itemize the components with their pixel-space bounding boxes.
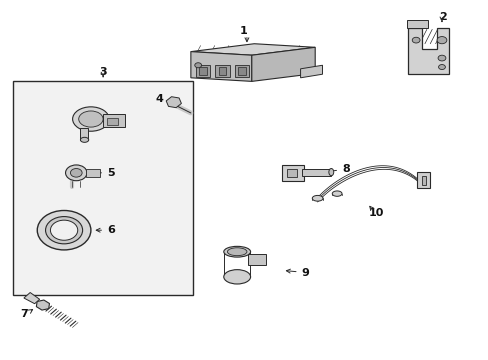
Bar [199, 67, 206, 75]
Ellipse shape [328, 168, 333, 176]
Text: 8: 8 [325, 164, 349, 174]
Circle shape [70, 168, 82, 177]
Circle shape [438, 64, 445, 69]
Text: 9: 9 [286, 267, 309, 278]
Circle shape [194, 63, 201, 68]
Circle shape [50, 220, 78, 240]
Ellipse shape [79, 111, 103, 127]
FancyBboxPatch shape [86, 169, 100, 177]
Circle shape [437, 55, 445, 61]
Ellipse shape [73, 107, 109, 131]
FancyBboxPatch shape [282, 165, 303, 181]
Ellipse shape [80, 137, 88, 142]
Polygon shape [24, 293, 40, 304]
Polygon shape [36, 300, 49, 310]
Text: 5: 5 [92, 168, 114, 178]
Bar [302, 168, 330, 176]
Circle shape [45, 217, 82, 244]
Polygon shape [80, 128, 88, 140]
Ellipse shape [312, 195, 323, 201]
Text: 1: 1 [239, 26, 247, 36]
Text: 3: 3 [99, 67, 107, 77]
Polygon shape [190, 51, 251, 81]
FancyBboxPatch shape [406, 21, 427, 28]
Bar [287, 169, 297, 177]
Bar [218, 67, 226, 75]
Text: 6: 6 [96, 225, 115, 235]
Circle shape [436, 37, 446, 44]
Text: 7: 7 [20, 310, 28, 319]
FancyBboxPatch shape [247, 254, 266, 265]
Ellipse shape [224, 246, 250, 257]
Bar [107, 118, 118, 125]
Text: 4: 4 [155, 94, 172, 104]
Circle shape [65, 165, 87, 181]
Bar [13, 81, 193, 295]
FancyBboxPatch shape [103, 114, 124, 127]
FancyBboxPatch shape [234, 64, 249, 77]
Polygon shape [190, 44, 315, 55]
Text: 2: 2 [439, 12, 447, 22]
Polygon shape [407, 28, 448, 74]
FancyBboxPatch shape [195, 64, 210, 77]
Text: 10: 10 [368, 208, 383, 218]
Polygon shape [300, 65, 322, 78]
Ellipse shape [227, 248, 246, 256]
Bar [238, 67, 245, 75]
Ellipse shape [224, 270, 250, 284]
Circle shape [37, 211, 91, 250]
FancyBboxPatch shape [215, 64, 229, 77]
Ellipse shape [331, 191, 341, 196]
FancyBboxPatch shape [416, 172, 429, 188]
Circle shape [411, 37, 419, 43]
Polygon shape [251, 47, 315, 81]
Bar [421, 176, 426, 185]
